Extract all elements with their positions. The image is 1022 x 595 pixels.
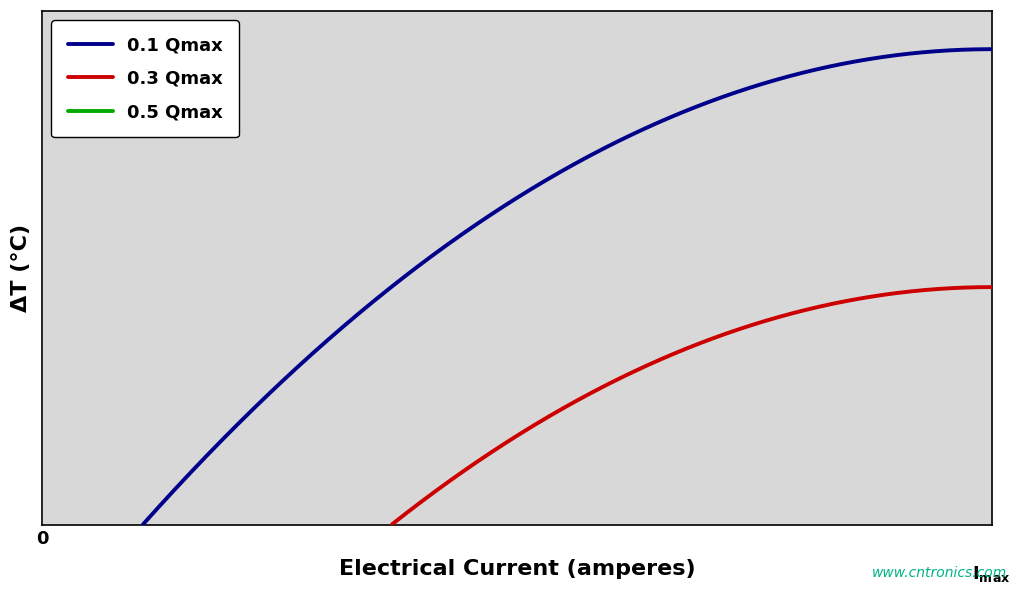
Y-axis label: ΔT (°C): ΔT (°C) bbox=[11, 224, 31, 312]
0.1 Qmax bbox=[799, 68, 811, 76]
Text: I$_{\mathregular{max}}$: I$_{\mathregular{max}}$ bbox=[972, 564, 1011, 584]
0.3 Qmax bbox=[743, 322, 755, 330]
0.3 Qmax bbox=[386, 521, 399, 528]
Line: 0.1 Qmax: 0.1 Qmax bbox=[143, 49, 991, 524]
0.1 Qmax bbox=[137, 521, 149, 528]
Legend: 0.1 Qmax, 0.3 Qmax, 0.5 Qmax: 0.1 Qmax, 0.3 Qmax, 0.5 Qmax bbox=[51, 20, 239, 137]
0.3 Qmax bbox=[681, 345, 693, 352]
0.1 Qmax bbox=[492, 206, 504, 214]
0.3 Qmax bbox=[388, 519, 401, 526]
0.1 Qmax bbox=[617, 135, 630, 142]
0.1 Qmax bbox=[985, 46, 997, 53]
0.1 Qmax bbox=[877, 54, 889, 61]
X-axis label: Electrical Current (amperes): Electrical Current (amperes) bbox=[338, 559, 695, 579]
0.1 Qmax bbox=[413, 262, 425, 269]
0.3 Qmax bbox=[903, 288, 916, 295]
0.1 Qmax bbox=[568, 161, 580, 168]
Text: www.cntronics.com: www.cntronics.com bbox=[872, 566, 1007, 580]
Line: 0.3 Qmax: 0.3 Qmax bbox=[392, 287, 991, 524]
0.3 Qmax bbox=[421, 494, 433, 501]
0.3 Qmax bbox=[613, 375, 625, 382]
0.3 Qmax bbox=[985, 284, 997, 291]
